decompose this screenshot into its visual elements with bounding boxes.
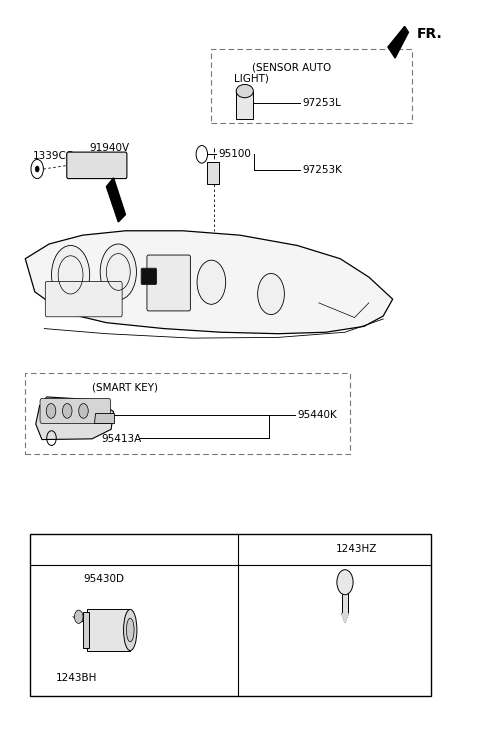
- Text: 95430D: 95430D: [84, 573, 124, 584]
- Ellipse shape: [123, 610, 137, 651]
- Polygon shape: [25, 231, 393, 334]
- FancyBboxPatch shape: [87, 610, 130, 651]
- Bar: [54, 302, 60, 311]
- Text: 97253K: 97253K: [302, 165, 342, 176]
- Circle shape: [35, 166, 39, 172]
- Text: 1339CC: 1339CC: [33, 151, 73, 161]
- Text: 91940V: 91940V: [90, 143, 130, 154]
- Ellipse shape: [236, 84, 253, 97]
- Circle shape: [46, 404, 56, 418]
- FancyBboxPatch shape: [141, 269, 156, 284]
- Bar: [211, 49, 412, 123]
- FancyBboxPatch shape: [147, 255, 191, 311]
- Text: LIGHT): LIGHT): [235, 74, 269, 83]
- Bar: [48, 302, 54, 311]
- Text: 95100: 95100: [218, 149, 252, 159]
- Polygon shape: [36, 397, 114, 440]
- Text: 1243BH: 1243BH: [56, 673, 97, 683]
- FancyBboxPatch shape: [83, 613, 89, 648]
- Bar: [342, 586, 348, 614]
- Circle shape: [100, 244, 136, 300]
- Circle shape: [337, 570, 353, 595]
- Circle shape: [51, 246, 90, 304]
- FancyBboxPatch shape: [40, 399, 111, 424]
- Text: 97253L: 97253L: [302, 98, 341, 108]
- Text: 95440K: 95440K: [297, 410, 337, 420]
- Text: 95413A: 95413A: [102, 434, 142, 444]
- Bar: [236, 91, 253, 119]
- Bar: [30, 534, 431, 696]
- Polygon shape: [94, 413, 115, 423]
- Circle shape: [79, 404, 88, 418]
- Circle shape: [197, 261, 226, 304]
- Text: FR.: FR.: [417, 27, 443, 41]
- Polygon shape: [388, 27, 408, 58]
- Bar: [207, 162, 219, 184]
- Bar: [60, 302, 66, 311]
- Circle shape: [258, 273, 284, 314]
- Text: 1243HZ: 1243HZ: [336, 544, 378, 554]
- Circle shape: [74, 610, 83, 624]
- Text: (SMART KEY): (SMART KEY): [92, 382, 158, 393]
- Circle shape: [62, 404, 72, 418]
- Ellipse shape: [126, 618, 134, 642]
- Text: (SENSOR AUTO: (SENSOR AUTO: [252, 63, 331, 72]
- Bar: [25, 373, 350, 454]
- Polygon shape: [342, 614, 348, 623]
- FancyBboxPatch shape: [67, 152, 127, 179]
- FancyBboxPatch shape: [45, 281, 122, 317]
- Polygon shape: [107, 178, 125, 222]
